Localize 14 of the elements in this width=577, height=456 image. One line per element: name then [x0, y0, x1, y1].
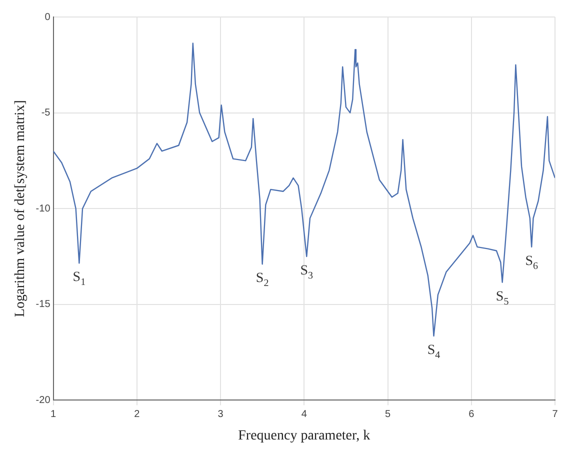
- y-axis-title: Logarithm value of det[system matrix]: [13, 100, 28, 318]
- y-tick-label: -5: [41, 108, 51, 119]
- y-tick-label: -15: [36, 299, 51, 310]
- x-tick-label: 1: [50, 408, 56, 420]
- y-tick-label: -10: [36, 203, 51, 214]
- y-tick-label: -20: [36, 394, 51, 406]
- x-tick-label: 2: [134, 408, 140, 420]
- x-axis-title: Frequency parameter, k: [238, 428, 370, 444]
- x-tick-label: 5: [384, 408, 391, 420]
- x-tick-label: 3: [218, 408, 224, 420]
- x-tick-label: 4: [301, 408, 308, 420]
- x-tick-label: 6: [468, 408, 475, 420]
- y-tick-label: 0: [44, 12, 51, 23]
- x-tick-label: 7: [552, 408, 558, 420]
